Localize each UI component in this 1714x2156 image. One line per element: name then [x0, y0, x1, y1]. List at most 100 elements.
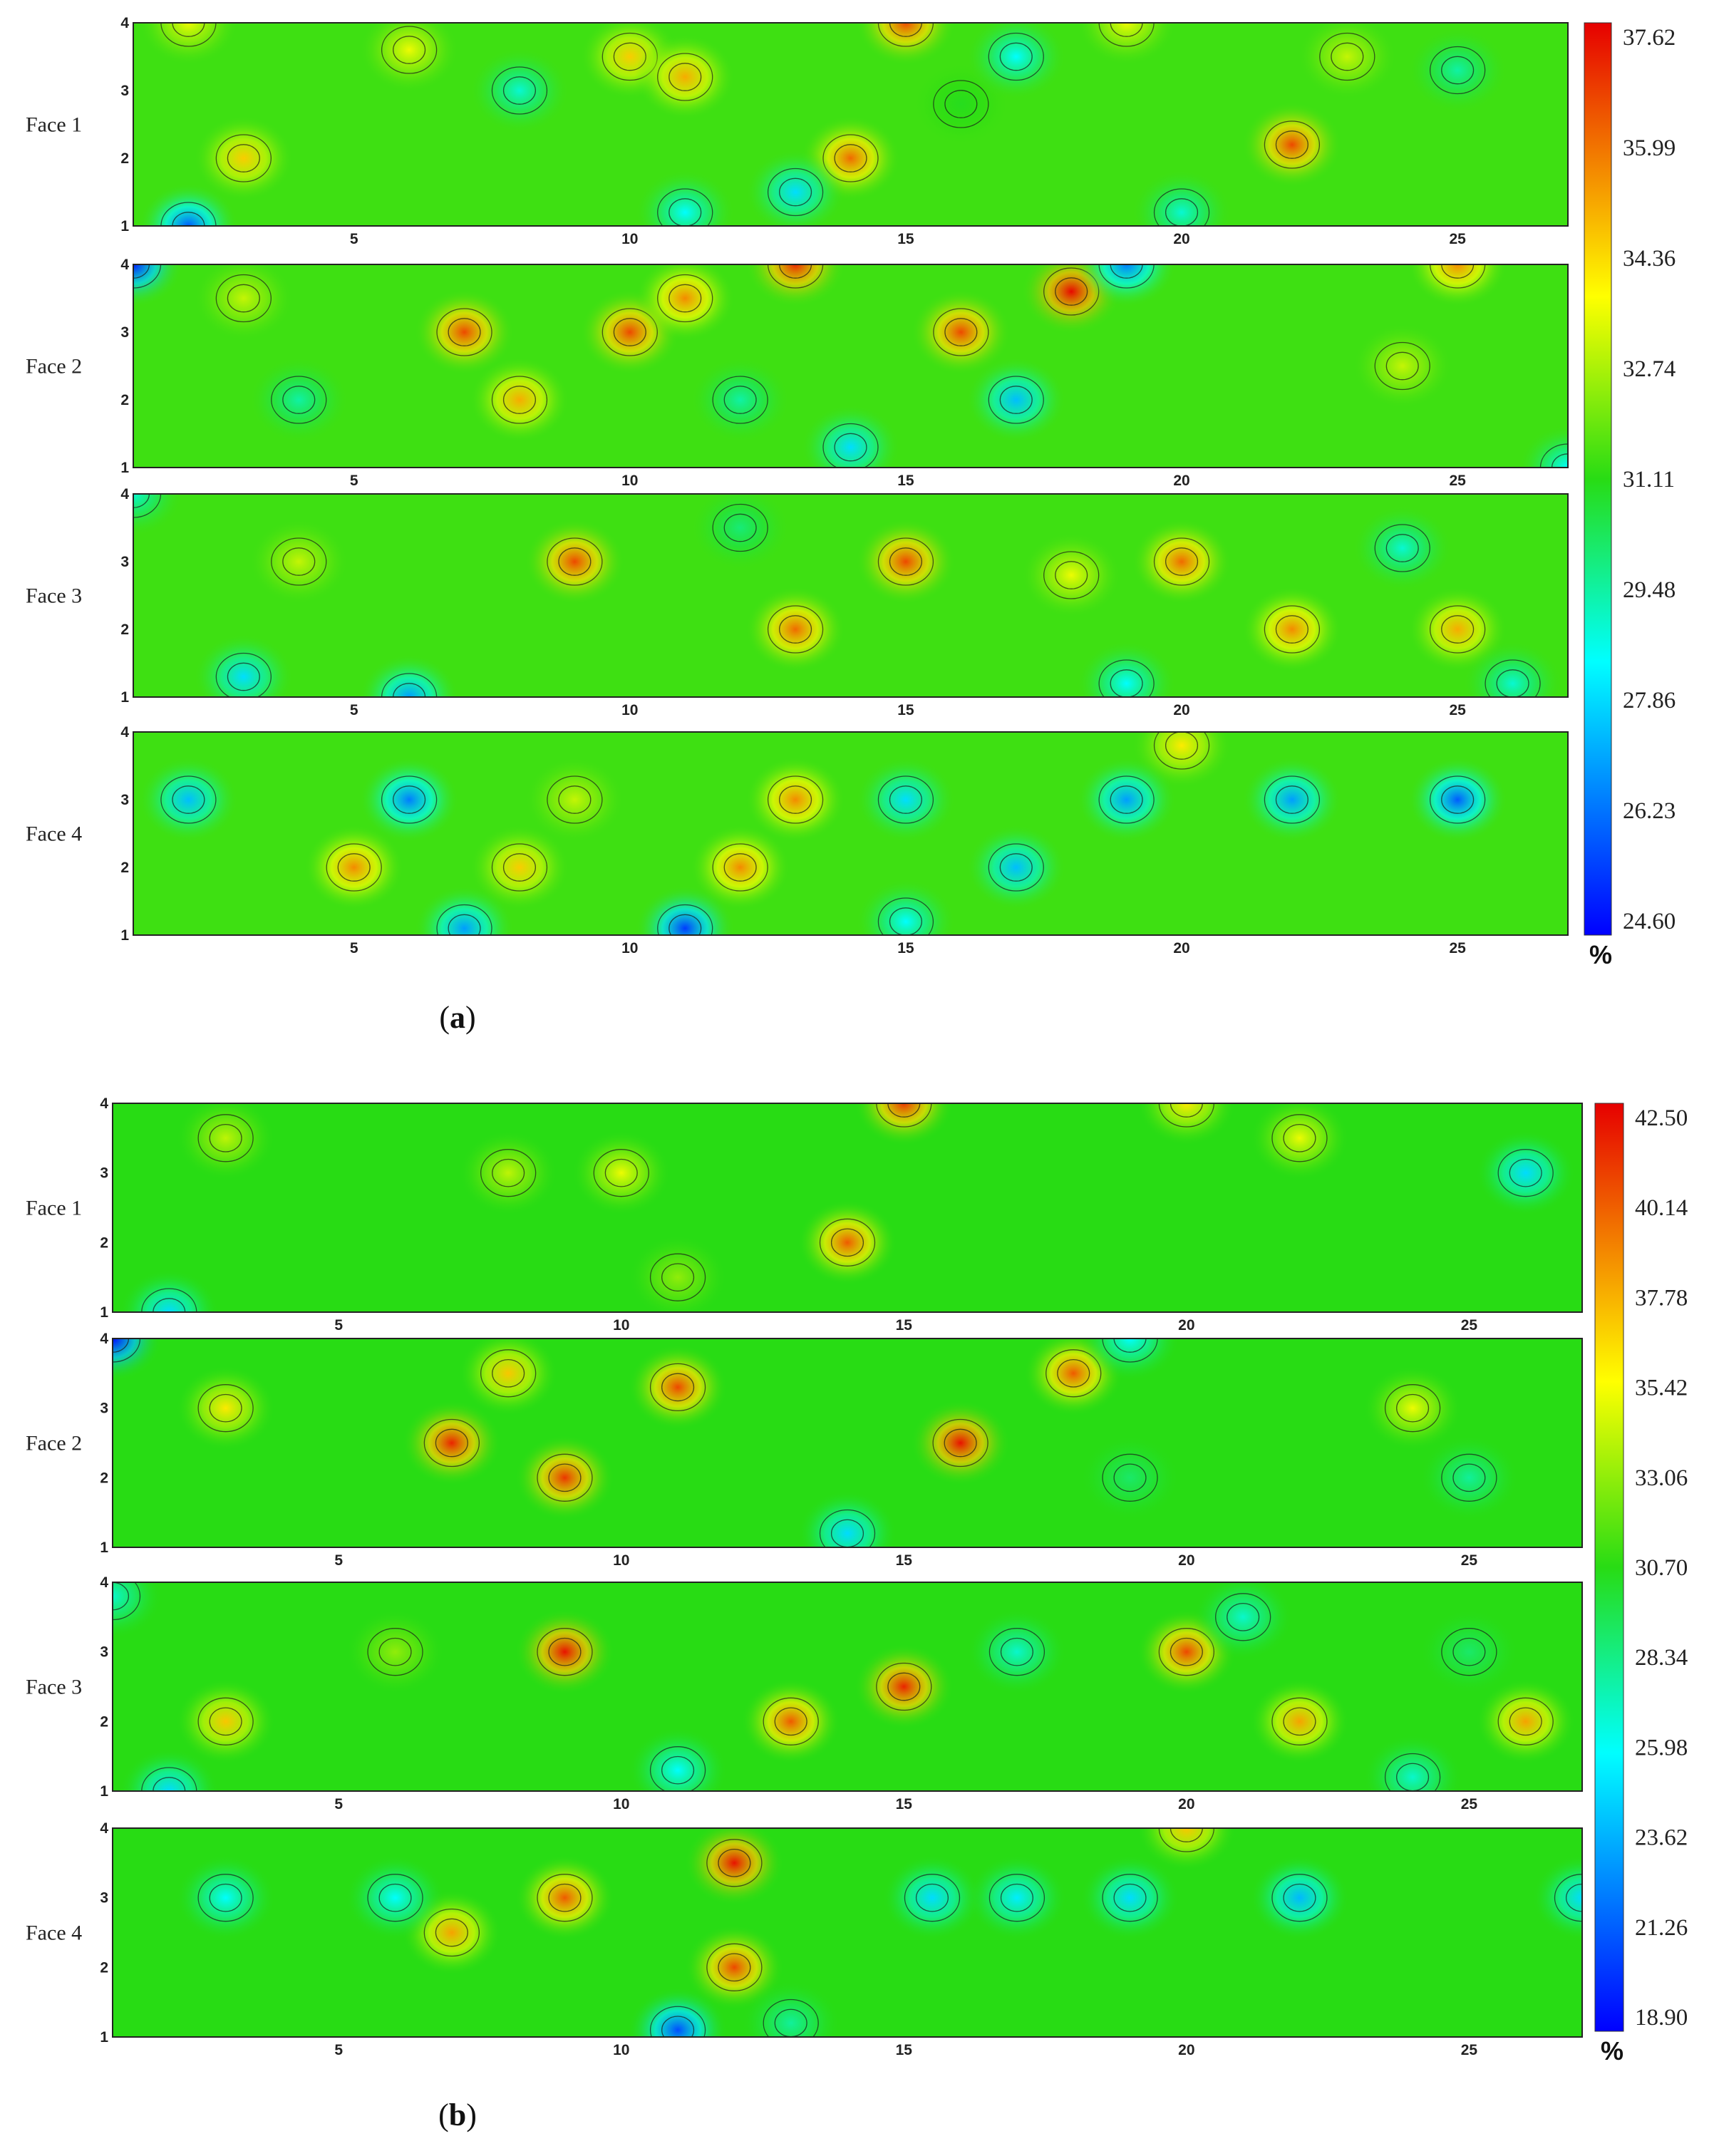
contour-line — [1110, 264, 1143, 279]
y-tick-label: 4 — [120, 15, 129, 31]
contour-line — [172, 23, 205, 37]
y-tick-label: 4 — [120, 486, 129, 502]
contour-line — [657, 53, 713, 101]
contour-line — [326, 843, 382, 892]
contour-line — [491, 66, 548, 115]
contour-line — [423, 1908, 480, 1957]
face-frame — [133, 264, 1569, 468]
x-tick-label: 5 — [334, 2042, 343, 2058]
contour-line — [381, 26, 438, 74]
contour-line — [141, 1288, 197, 1312]
contour-line — [1384, 1384, 1441, 1433]
contour-line — [1158, 1828, 1214, 1852]
face-plot-2 — [112, 1338, 1583, 1548]
colorbar-tick-label: 32.74 — [1623, 356, 1676, 382]
colorbar-tick-label: 29.48 — [1623, 577, 1676, 603]
y-tick-label: 3 — [120, 83, 129, 99]
contour-line — [649, 1363, 706, 1412]
face-background — [133, 494, 1568, 697]
face-background — [113, 1828, 1582, 2037]
contour-line — [712, 376, 768, 424]
contour-line — [1165, 547, 1199, 576]
contour-line — [480, 1149, 537, 1197]
colorbar-tick-label: 18.90 — [1635, 2005, 1688, 2031]
contour-line — [227, 284, 260, 313]
hotspot — [345, 1609, 445, 1695]
x-tick-label: 20 — [1178, 2042, 1194, 2058]
contour-line — [492, 1358, 525, 1388]
hotspot — [635, 885, 735, 935]
y-tick-label: 3 — [100, 1644, 108, 1661]
contour-line — [876, 1662, 932, 1711]
contour-line — [613, 318, 646, 346]
hotspot — [469, 48, 569, 133]
contour-line — [1153, 732, 1210, 770]
hotspot — [458, 1339, 559, 1416]
contour-line — [215, 652, 272, 697]
hotspot — [193, 115, 294, 201]
x-tick-label: 5 — [334, 1317, 343, 1334]
contour-line — [537, 1453, 593, 1502]
contour-line — [1275, 130, 1308, 159]
contour-line — [767, 775, 824, 824]
contour-line — [767, 264, 824, 289]
panel-caption: (a) — [439, 1000, 475, 1035]
contour-line — [988, 1628, 1046, 1676]
contour-line — [1275, 615, 1308, 644]
hotspot — [740, 1678, 841, 1765]
y-tick-label: 2 — [100, 1470, 108, 1486]
hotspot — [571, 1130, 671, 1216]
y-tick-label: 2 — [120, 860, 129, 876]
contour-line — [661, 1373, 695, 1402]
contour-line — [999, 853, 1033, 882]
x-tick-label: 10 — [613, 2042, 629, 2058]
face-frame — [112, 1103, 1583, 1313]
contour-line — [448, 318, 481, 346]
contour-line — [988, 843, 1044, 892]
hotspot — [1297, 23, 1398, 100]
contour-line — [1385, 351, 1419, 381]
contour-line — [763, 1998, 819, 2037]
contour-line — [988, 32, 1044, 81]
contour-line — [649, 2006, 706, 2037]
contour-line — [889, 907, 922, 935]
contour-line — [915, 1883, 949, 1912]
hotspot — [1249, 1855, 1350, 1941]
contour-line — [661, 1263, 695, 1292]
contour-line — [944, 90, 978, 118]
contour-line — [712, 503, 768, 552]
contour-line — [819, 1509, 876, 1547]
hotspot — [797, 1490, 897, 1547]
contour-line — [723, 513, 757, 542]
hotspot — [175, 1103, 276, 1181]
colorbar-tick-label: 37.62 — [1623, 25, 1676, 51]
hotspot — [966, 357, 1066, 443]
hotspot — [193, 634, 294, 697]
hotspot — [911, 289, 1011, 375]
hotspot — [628, 1234, 728, 1312]
contour-line — [172, 785, 205, 814]
hotspot — [910, 1400, 1011, 1486]
hotspot — [515, 1435, 615, 1521]
x-tick-label: 25 — [1449, 940, 1466, 956]
x-tick-label: 20 — [1173, 231, 1189, 247]
hotspot — [1241, 757, 1342, 842]
contour-line — [1441, 264, 1475, 279]
contour-line — [548, 1637, 582, 1666]
contour-line — [271, 376, 327, 424]
hotspot — [635, 264, 735, 341]
colorbar-tick-label: 21.26 — [1635, 1915, 1688, 1941]
contour-line — [537, 1628, 593, 1676]
hotspot — [966, 23, 1066, 100]
y-tick-label: 2 — [120, 150, 129, 167]
hotspot — [1475, 1130, 1576, 1216]
hotspot — [1363, 1734, 1463, 1791]
hotspot — [628, 1987, 728, 2037]
hotspot — [684, 1924, 785, 2011]
contour-line — [197, 1384, 254, 1433]
contour-line — [877, 897, 934, 935]
contour-line — [1509, 1158, 1542, 1187]
colorbar-unit: % — [1601, 2036, 1623, 2065]
hotspot — [740, 1980, 841, 2037]
contour-line — [834, 433, 867, 462]
